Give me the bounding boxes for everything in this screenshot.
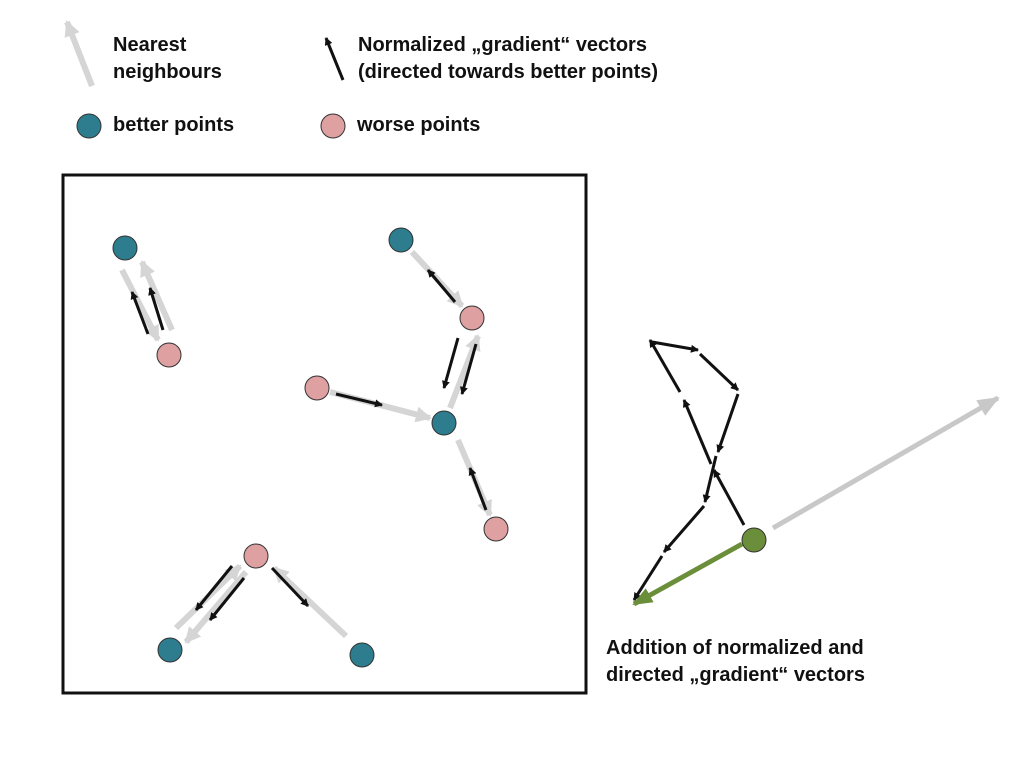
legend-gradient-arrow-icon: [324, 37, 345, 81]
legend-better-label: better points: [113, 114, 235, 136]
gradient-arrow: [270, 566, 310, 608]
neighbour-arrow: [139, 260, 175, 332]
legend-worse-point-icon: [320, 113, 346, 139]
better-point: [431, 410, 457, 436]
neighbour-arrow: [183, 570, 249, 644]
result-long-arrow: [771, 395, 1000, 531]
legend-better-point-icon: [76, 113, 102, 139]
better-point: [112, 235, 138, 261]
gradient-arrow: [460, 343, 478, 395]
cluster-bottom: [157, 543, 375, 668]
better-point: [349, 642, 375, 668]
gradient-arrow: [648, 339, 682, 393]
better-point: [388, 227, 414, 253]
gradient-arrow: [716, 393, 740, 453]
worse-point: [243, 543, 269, 569]
gradient-arrow: [651, 340, 699, 353]
gradient-arrow: [468, 467, 488, 511]
gradient-arrow: [682, 399, 713, 465]
legend-nearest-label: Nearest neighbours: [113, 32, 222, 86]
worse-point: [304, 375, 330, 401]
worse-point: [156, 342, 182, 368]
worse-point: [483, 516, 509, 542]
cluster-top-right: [304, 227, 509, 542]
legend-gradient-line2: (directed towards better points): [358, 61, 659, 83]
gradient-arrow: [208, 577, 246, 621]
gradient-arrow: [194, 565, 234, 611]
neighbour-arrow: [119, 268, 161, 342]
vector-addition: [632, 339, 1000, 607]
gradient-arrow: [662, 505, 706, 553]
gradient-arrow: [698, 352, 740, 392]
legend-neighbour-arrow-icon: [64, 20, 95, 88]
gradient-arrow: [712, 469, 746, 526]
better-point: [157, 637, 183, 663]
legend-gradient-label: Normalized „gradient“ vectors (directed …: [358, 32, 658, 86]
search-space-box: [61, 173, 588, 695]
gradient-arrow: [148, 287, 165, 331]
sum-arrow: [632, 541, 744, 607]
gradient-arrow: [335, 392, 383, 408]
legend-nearest-line2: neighbours: [113, 61, 222, 83]
legend-worse-label: worse points: [357, 114, 481, 136]
legend-nearest-line1: Nearest: [113, 34, 187, 56]
gradient-arrow: [702, 455, 718, 503]
addition-caption: Addition of normalized and directed „gra…: [606, 635, 865, 689]
sum-origin-point: [741, 527, 767, 553]
legend-gradient-line1: Normalized „gradient“ vectors: [358, 34, 647, 56]
gradient-arrow: [130, 291, 150, 335]
gradient-arrow: [426, 269, 457, 303]
worse-point: [459, 305, 485, 331]
gradient-arrow: [442, 337, 460, 389]
neighbour-arrow: [271, 565, 349, 639]
caption-line2: directed „gradient“ vectors: [606, 664, 865, 686]
caption-line1: Addition of normalized and: [606, 637, 864, 659]
cluster-top-left: [112, 235, 182, 368]
